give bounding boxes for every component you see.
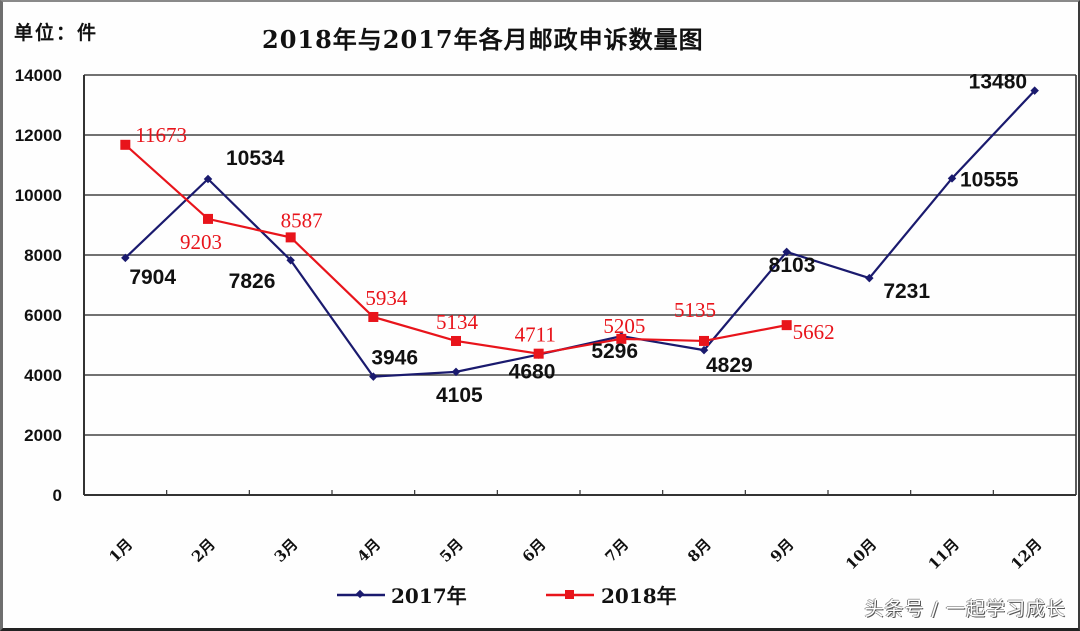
data-label-2017: 3946 <box>371 347 418 370</box>
legend-label-2017: 2017年 <box>391 584 467 608</box>
y-tick-label: 8000 <box>24 246 62 265</box>
legend: 2017年 2018年 <box>337 584 677 608</box>
y-axis: 0 2000 4000 6000 8000 10000 12000 14000 <box>15 66 1077 505</box>
legend-item-2018[interactable]: 2018年 <box>546 584 677 608</box>
x-tick-label: 9月 <box>767 535 798 566</box>
data-label-2018: 5205 <box>603 314 645 338</box>
square-marker-icon <box>565 590 574 599</box>
data-label-2018: 5135 <box>674 298 716 322</box>
x-tick-label: 1月 <box>105 535 136 566</box>
x-tick-label: 10月 <box>842 535 880 573</box>
legend-item-2017[interactable]: 2017年 <box>337 584 467 608</box>
data-label-2017: 13480 <box>969 71 1027 94</box>
data-labels: 7904 10534 7826 3946 4105 4680 5296 4829 8103 723… <box>129 71 1027 407</box>
data-point-marker <box>369 372 378 381</box>
x-axis: 1月 2月 3月 4月 5月 6月 7月 8月 9月 10月 11月 12月 <box>84 490 1076 573</box>
data-label-2018: 5934 <box>365 286 408 310</box>
data-point-marker <box>203 213 213 224</box>
x-tick-label: 5月 <box>436 535 467 566</box>
data-label-2017: 4829 <box>706 354 753 377</box>
data-label-2017: 10534 <box>226 147 285 170</box>
data-label-2017: 5296 <box>591 340 638 363</box>
data-point-marker <box>451 367 461 377</box>
legend-label-2018: 2018年 <box>601 584 677 608</box>
data-point-marker <box>699 345 709 355</box>
data-point-marker <box>781 320 792 331</box>
series-lines <box>120 86 1039 381</box>
data-label-2017: 7826 <box>229 270 276 293</box>
data-point-marker <box>121 253 130 263</box>
x-tick-label: 3月 <box>271 535 302 566</box>
data-point-marker <box>286 255 295 265</box>
y-tick-label: 10000 <box>15 186 62 205</box>
data-point-marker <box>120 139 131 150</box>
unit-label: 单位：件 <box>14 22 99 44</box>
y-tick-label: 2000 <box>24 426 62 445</box>
data-label-2018: 5134 <box>436 310 479 334</box>
watermark: 头条号 / 一起学习成长 <box>864 598 1066 620</box>
data-label-2018: 4711 <box>515 323 556 347</box>
data-label-2017: 7904 <box>129 266 176 289</box>
data-point-marker <box>616 333 627 344</box>
data-point-marker <box>285 232 296 243</box>
x-tick-label: 12月 <box>1007 535 1045 573</box>
y-tick-label: 6000 <box>24 306 62 325</box>
data-label-2018: 5662 <box>793 320 835 344</box>
x-tick-label: 2月 <box>188 535 219 566</box>
data-point-marker <box>368 311 379 322</box>
data-label-2017: 4680 <box>509 361 556 384</box>
diamond-marker-icon <box>355 589 365 599</box>
data-label-2018: 9203 <box>180 230 222 254</box>
y-tick-label: 0 <box>53 486 62 505</box>
x-tick-label: 8月 <box>684 535 715 566</box>
y-tick-label: 14000 <box>15 66 62 85</box>
data-point-marker <box>451 335 461 346</box>
y-tick-label: 12000 <box>15 126 62 145</box>
data-label-2017: 10555 <box>960 168 1019 191</box>
data-label-2018: 8587 <box>281 208 323 232</box>
chart-title: 2018年与2017年各月邮政申诉数量图 <box>262 25 704 54</box>
x-tick-label: 6月 <box>519 535 550 566</box>
data-point-marker <box>203 174 213 184</box>
data-label-2018: 11673 <box>135 123 187 147</box>
gridlines <box>84 74 1076 436</box>
data-point-marker <box>699 335 709 346</box>
x-tick-label: 4月 <box>353 535 384 566</box>
data-point-marker <box>865 273 874 283</box>
data-label-2017: 4105 <box>436 384 483 407</box>
x-tick-label: 11月 <box>925 535 963 573</box>
data-point-marker <box>533 348 544 359</box>
data-label-2017: 8103 <box>769 254 816 277</box>
series-line-0 <box>124 89 1036 378</box>
y-tick-label: 4000 <box>24 366 62 385</box>
data-label-2017: 7231 <box>883 280 930 303</box>
x-tick-label: 7月 <box>601 535 632 566</box>
